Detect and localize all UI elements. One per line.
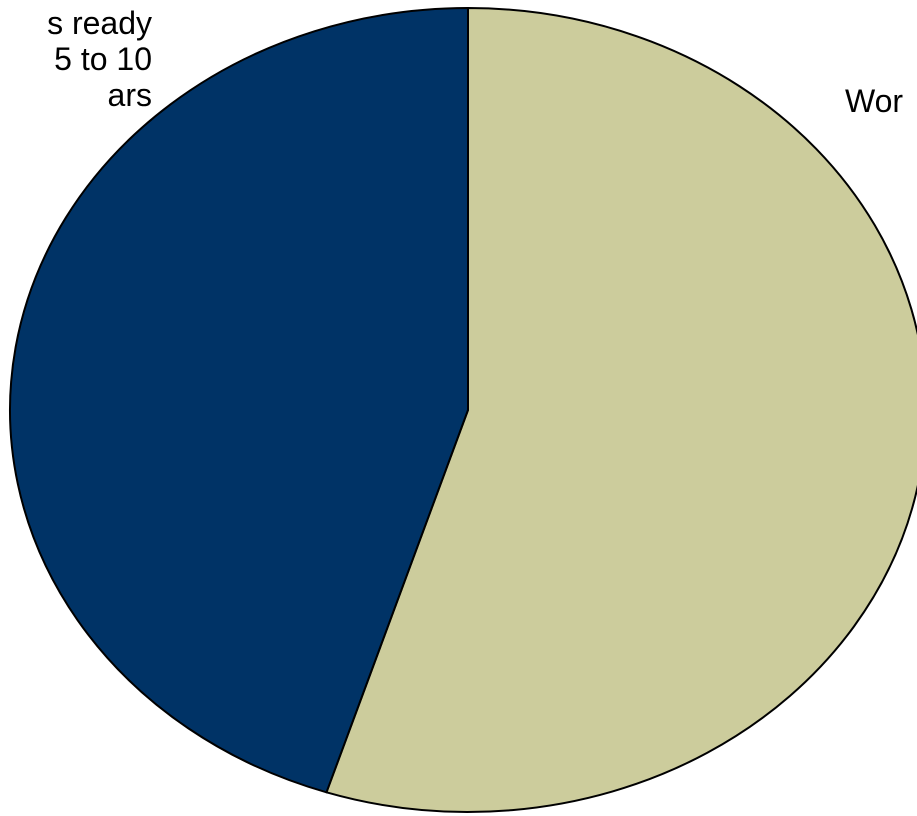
slices-layer bbox=[9, 7, 917, 813]
slice-label-1-line-1: 5 to 10 bbox=[54, 41, 152, 77]
slice-label-0-line-0: Wor bbox=[845, 83, 903, 119]
labels-layer: Wor s ready 5 to 10 ars bbox=[47, 5, 903, 119]
slice-label-0: Wor bbox=[845, 83, 903, 119]
pie-slice-0 bbox=[325, 7, 917, 813]
slice-label-1: s ready 5 to 10 ars bbox=[47, 5, 152, 113]
slice-label-1-line-2: ars bbox=[108, 77, 152, 113]
pie-slice-1 bbox=[9, 7, 469, 794]
slice-label-1-line-0: s ready bbox=[47, 5, 152, 41]
